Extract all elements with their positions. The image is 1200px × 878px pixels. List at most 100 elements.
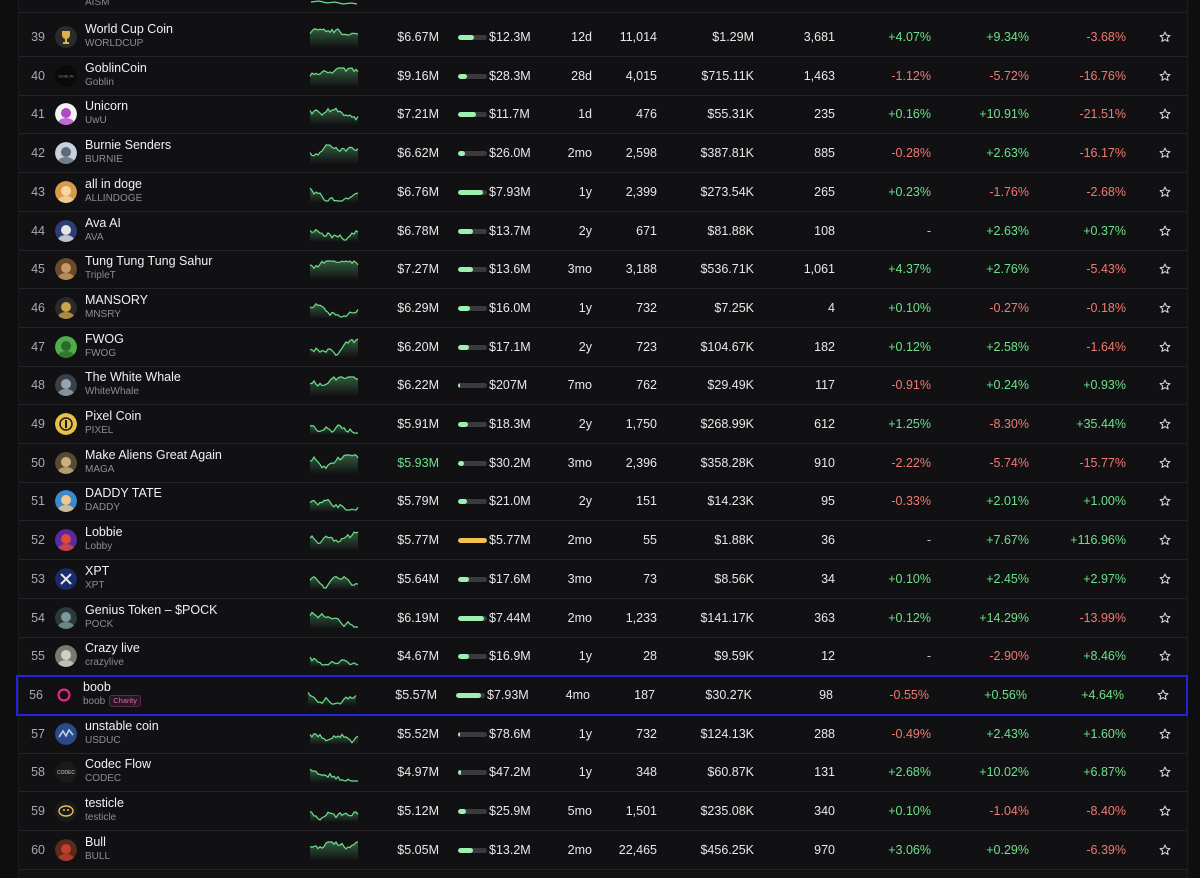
token-name-cell[interactable]: all in doge ALLINDOGE bbox=[85, 177, 142, 205]
token-name[interactable]: XPT bbox=[85, 563, 110, 578]
token-name-cell[interactable]: GoblinCoin Goblin bbox=[85, 61, 147, 89]
token-name[interactable]: Genius Token – $POCK bbox=[85, 602, 218, 617]
star-icon[interactable] bbox=[1158, 494, 1172, 508]
token-name[interactable]: GoblinCoin bbox=[85, 60, 147, 75]
table-row[interactable]: 59 testicle testicle $5.12M $25.9M 5mo 1… bbox=[19, 792, 1187, 831]
star-icon[interactable] bbox=[1158, 649, 1172, 663]
star-icon[interactable] bbox=[1158, 30, 1172, 44]
star-icon[interactable] bbox=[1158, 224, 1172, 238]
rank-cell: 53 bbox=[31, 571, 45, 586]
token-name[interactable]: all in doge bbox=[85, 176, 142, 191]
token-name-cell[interactable]: World Cup Coin WORLDCUP bbox=[85, 22, 173, 50]
change-24h-cell: -16.76% bbox=[1079, 68, 1126, 83]
star-icon[interactable] bbox=[1158, 69, 1172, 83]
token-name[interactable]: FWOG bbox=[85, 331, 124, 346]
token-name[interactable]: testicle bbox=[85, 796, 124, 810]
star-icon[interactable] bbox=[1158, 107, 1172, 121]
token-name-cell[interactable]: FWOG FWOG bbox=[85, 332, 124, 360]
star-icon[interactable] bbox=[1158, 262, 1172, 276]
table-row[interactable]: 53 XPT XPT $5.64M $17.6M 3mo 73 $8.56K 3… bbox=[19, 560, 1187, 599]
token-name-cell[interactable]: Burnie Senders BURNIE bbox=[85, 138, 171, 166]
star-icon[interactable] bbox=[1158, 185, 1172, 199]
token-name[interactable]: boob bbox=[83, 679, 111, 694]
token-name[interactable]: Burnie Senders bbox=[85, 138, 172, 153]
star-icon[interactable] bbox=[1158, 804, 1172, 818]
liquidity-cell: $16.9M bbox=[489, 649, 531, 664]
token-name-cell[interactable]: Bull BULL bbox=[85, 835, 110, 863]
table-row[interactable]: 49 Pixel Coin PIXEL $5.91M $18.3M 2y 1,7… bbox=[19, 405, 1187, 444]
token-name[interactable]: Pixel Coin bbox=[85, 409, 142, 423]
token-ticker: AISM bbox=[85, 0, 110, 8]
token-name[interactable]: Codec Flow bbox=[85, 757, 151, 772]
token-name-cell[interactable]: unstable coin USDUC bbox=[85, 719, 159, 747]
token-avatar-unicorn-icon bbox=[55, 103, 77, 126]
star-icon[interactable] bbox=[1158, 417, 1172, 431]
table-row[interactable]: 48 The White Whale WhiteWhale $6.22M $20… bbox=[19, 366, 1187, 406]
table-row[interactable]: 43 all in doge ALLINDOGE $6.76M $7.93M 1… bbox=[19, 173, 1187, 212]
token-name[interactable]: Ava AI bbox=[85, 215, 121, 230]
table-row[interactable]: 39 World Cup Coin WORLDCUP $6.67M $12.3M… bbox=[19, 18, 1187, 57]
token-name-cell[interactable]: Crazy live crazylive bbox=[85, 641, 140, 669]
star-icon[interactable] bbox=[1158, 727, 1172, 741]
star-icon[interactable] bbox=[1158, 146, 1172, 160]
star-icon[interactable] bbox=[1158, 843, 1172, 857]
token-name-cell[interactable]: MANSORY MNSRY bbox=[85, 293, 148, 321]
table-row[interactable]: 42 Burnie Senders BURNIE $6.62M $26.0M 2… bbox=[19, 134, 1187, 174]
token-name-cell[interactable]: Tung Tung Tung Sahur TripleT bbox=[85, 254, 212, 282]
star-icon[interactable] bbox=[1158, 611, 1172, 625]
table-row[interactable]: 54 Genius Token – $POCK POCK $6.19M $7.4… bbox=[19, 599, 1187, 638]
token-name[interactable]: DADDY TATE bbox=[85, 486, 162, 501]
table-row[interactable]: 50 Make Aliens Great Again MAGA $5.93M $… bbox=[19, 444, 1187, 483]
token-name[interactable]: MANSORY bbox=[85, 292, 148, 307]
token-name-cell[interactable]: Unicorn UwU bbox=[85, 99, 128, 127]
token-name[interactable]: Make Aliens Great Again bbox=[85, 447, 222, 462]
token-name-cell[interactable]: testicle testicle bbox=[85, 796, 124, 824]
star-icon[interactable] bbox=[1158, 572, 1172, 586]
token-name-cell[interactable]: Ava AI AVA bbox=[85, 216, 121, 244]
token-name[interactable]: Unicorn bbox=[85, 99, 129, 114]
market-cap-cell: $5.12M bbox=[397, 804, 439, 818]
star-icon[interactable] bbox=[1158, 378, 1172, 392]
liquidity-ratio-bar bbox=[458, 731, 487, 737]
token-name[interactable]: Bull bbox=[85, 834, 106, 849]
table-row[interactable]: 46 MANSORY MNSRY $6.29M $16.0M 1y 732 $7… bbox=[19, 289, 1187, 328]
change-1h-cell: -1.12% bbox=[891, 68, 931, 83]
table-row[interactable]: 56 boob boob Charity $5.57M $7.93M 4mo 1… bbox=[16, 674, 1188, 716]
star-icon[interactable] bbox=[1158, 301, 1172, 315]
table-row[interactable]: 52 Lobbie Lobby $5.77M $5.77M 2mo 55 $1.… bbox=[19, 521, 1187, 561]
token-name[interactable]: Crazy live bbox=[85, 641, 140, 656]
token-name[interactable]: The White Whale bbox=[85, 370, 181, 385]
star-icon[interactable] bbox=[1158, 765, 1172, 779]
age-cell: 12d bbox=[571, 30, 592, 44]
token-name[interactable]: Tung Tung Tung Sahur bbox=[85, 254, 213, 269]
table-row[interactable]: 47 FWOG FWOG $6.20M $17.1M 2y 723 $104.6… bbox=[19, 328, 1187, 367]
holders-cell: 348 bbox=[636, 765, 657, 780]
token-name[interactable]: Lobbie bbox=[85, 525, 123, 540]
token-name-cell[interactable]: Codec Flow CODEC bbox=[85, 757, 151, 785]
table-row[interactable]: 41 Unicorn UwU $7.21M $11.7M 1d 476 $55.… bbox=[19, 95, 1187, 135]
token-name-cell[interactable]: Genius Token – $POCK POCK bbox=[85, 603, 217, 631]
table-row[interactable]: 60 Bull BULL $5.05M $13.2M 2mo 22,465 $4… bbox=[19, 831, 1187, 870]
token-name[interactable]: unstable coin bbox=[85, 718, 159, 733]
table-row[interactable]: 45 Tung Tung Tung Sahur TripleT $7.27M $… bbox=[19, 250, 1187, 290]
table-row[interactable]: 57 unstable coin USDUC $5.52M $78.6M 1y … bbox=[19, 715, 1187, 754]
table-row[interactable]: 58 CODEC Codec Flow CODEC $4.97M $47.2M … bbox=[19, 753, 1187, 793]
star-icon[interactable] bbox=[1156, 688, 1170, 702]
table-row[interactable]: 51 DADDY TATE DADDY $5.79M $21.0M 2y 151… bbox=[19, 482, 1187, 522]
table-row[interactable]: 40 GOBLIN GoblinCoin Goblin $9.16M $28.3… bbox=[19, 57, 1187, 96]
charity-badge: Charity bbox=[109, 695, 142, 708]
token-name-cell[interactable]: Lobbie Lobby bbox=[85, 525, 123, 553]
token-name-cell[interactable]: The White Whale WhiteWhale bbox=[85, 370, 181, 398]
table-row[interactable]: 55 Crazy live crazylive $4.67M $16.9M 1y… bbox=[19, 637, 1187, 677]
token-name[interactable]: World Cup Coin bbox=[85, 22, 174, 36]
rank-cell: 54 bbox=[31, 610, 45, 625]
star-icon[interactable] bbox=[1158, 340, 1172, 354]
token-name-cell[interactable]: boob boob Charity bbox=[83, 679, 142, 708]
token-name-cell[interactable]: Pixel Coin PIXEL bbox=[85, 409, 141, 437]
token-name-cell[interactable]: XPT XPT bbox=[85, 564, 109, 592]
star-icon[interactable] bbox=[1158, 533, 1172, 547]
table-row[interactable]: 44 Ava AI AVA $6.78M $13.7M 2y 671 $81.8… bbox=[19, 212, 1187, 251]
star-icon[interactable] bbox=[1158, 456, 1172, 470]
token-name-cell[interactable]: DADDY TATE DADDY bbox=[85, 486, 162, 514]
token-name-cell[interactable]: Make Aliens Great Again MAGA bbox=[85, 448, 222, 476]
